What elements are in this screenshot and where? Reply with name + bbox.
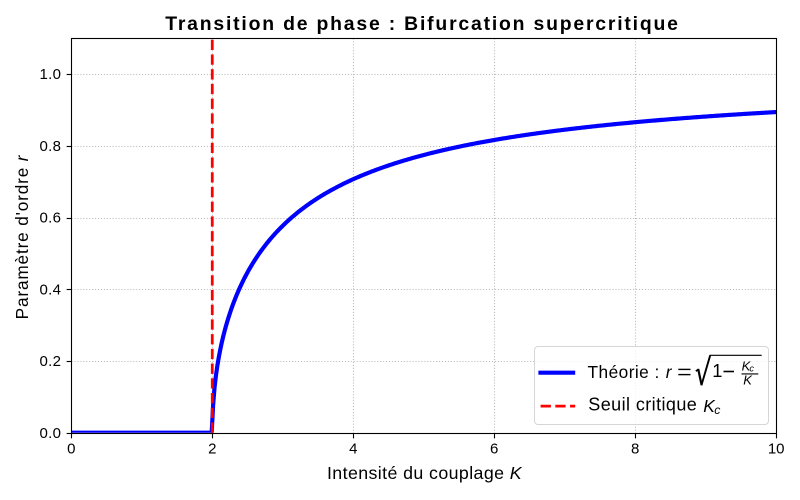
- svg-text:0.4: 0.4: [40, 281, 62, 298]
- svg-text:6: 6: [490, 440, 498, 457]
- svg-text:4: 4: [349, 440, 357, 457]
- svg-text:K: K: [742, 358, 752, 373]
- svg-text:0.8: 0.8: [40, 138, 62, 155]
- svg-text:1.0: 1.0: [40, 66, 62, 83]
- svg-text:0.0: 0.0: [40, 425, 62, 442]
- svg-text:r: r: [666, 362, 673, 382]
- svg-text:Transition de phase : Bifurcat: Transition de phase : Bifurcation superc…: [165, 13, 680, 35]
- svg-text:0: 0: [67, 440, 75, 457]
- svg-text:K: K: [743, 373, 753, 388]
- svg-text:2: 2: [208, 440, 216, 457]
- svg-text:Théorie :: Théorie :: [588, 362, 660, 382]
- svg-text:c: c: [749, 364, 754, 374]
- svg-text:c: c: [714, 403, 721, 417]
- svg-text:Intensité du couplage K: Intensité du couplage K: [327, 463, 523, 483]
- svg-text:K: K: [703, 396, 716, 416]
- svg-text:1: 1: [712, 360, 722, 381]
- svg-text:Paramètre d'ordre r: Paramètre d'ordre r: [12, 154, 32, 319]
- svg-text:10: 10: [768, 440, 785, 457]
- svg-text:Seuil critique: Seuil critique: [588, 395, 697, 415]
- svg-text:0.6: 0.6: [40, 210, 62, 227]
- svg-text:0.2: 0.2: [40, 353, 62, 370]
- svg-text:8: 8: [631, 440, 639, 457]
